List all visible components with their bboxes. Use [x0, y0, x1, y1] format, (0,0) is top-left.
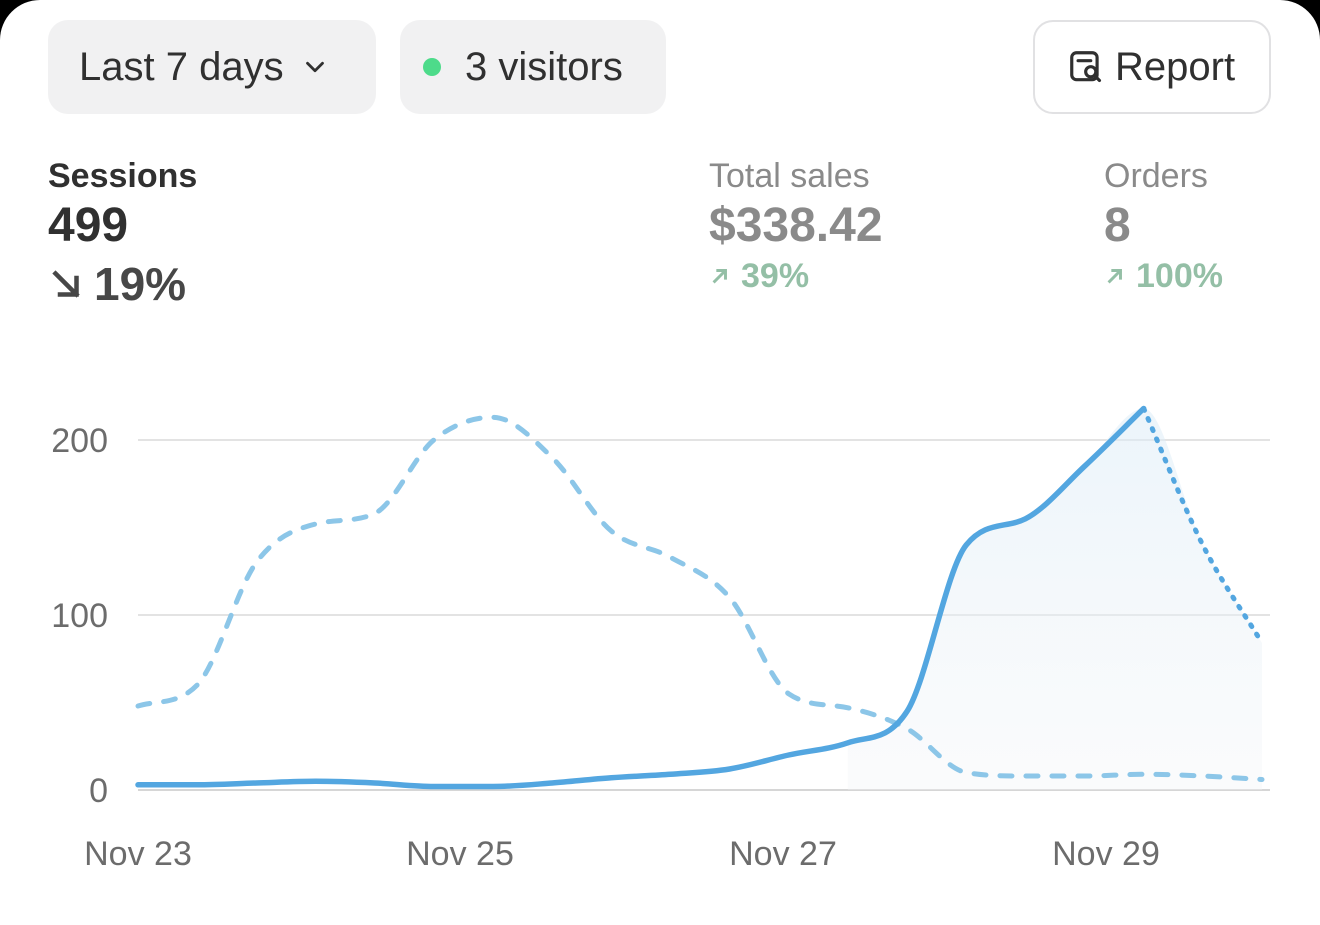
- arrow-up-right-icon: [1107, 269, 1122, 284]
- sessions-change: 19%: [48, 256, 197, 312]
- orders-metric[interactable]: Orders 8 100%: [1104, 156, 1223, 296]
- sessions-line-chart[interactable]: 0 100 200 Nov 23 Nov 25 Nov 27 Nov 29: [0, 340, 1320, 900]
- total-sales-change-value: 39%: [741, 257, 810, 295]
- arrow-up-right-icon: [712, 269, 727, 284]
- orders-label: Orders: [1104, 157, 1208, 195]
- x-tick-label: Nov 23: [84, 835, 192, 873]
- total-sales-change: 39%: [709, 256, 883, 296]
- orders-change-value: 100%: [1136, 257, 1223, 295]
- orders-change: 100%: [1104, 256, 1223, 296]
- orders-value: 8: [1104, 199, 1131, 252]
- date-range-dropdown[interactable]: Last 7 days: [48, 20, 376, 114]
- report-search-icon: [1070, 51, 1102, 83]
- arrow-down-right-icon: [52, 270, 80, 298]
- current-period-line: [135, 405, 1147, 790]
- report-button[interactable]: Report: [1033, 20, 1271, 114]
- sessions-label: Sessions: [48, 157, 198, 195]
- x-tick-label: Nov 29: [1052, 835, 1160, 873]
- live-visitors-button[interactable]: 3 visitors: [400, 20, 666, 114]
- sessions-metric[interactable]: Sessions 499 19%: [48, 156, 197, 312]
- report-label: Report: [1115, 44, 1236, 89]
- previous-period-line: [135, 414, 1265, 782]
- y-tick-label: 0: [89, 772, 108, 810]
- date-range-label: Last 7 days: [79, 44, 284, 89]
- sessions-change-value: 19%: [94, 258, 187, 310]
- y-tick-label: 200: [51, 422, 108, 460]
- total-sales-metric[interactable]: Total sales $338.42 39%: [709, 156, 883, 296]
- x-tick-label: Nov 25: [406, 835, 514, 873]
- chevron-down-icon: [305, 61, 324, 73]
- live-status-dot-icon: [423, 58, 441, 76]
- visitors-label: 3 visitors: [465, 44, 623, 89]
- current-period-area: [847, 408, 1262, 790]
- y-tick-label: 100: [51, 597, 108, 635]
- total-sales-label: Total sales: [709, 157, 870, 195]
- sessions-value: 499: [48, 199, 129, 252]
- total-sales-value: $338.42: [709, 199, 883, 252]
- current-period-projection-line: [1141, 406, 1265, 646]
- x-tick-label: Nov 27: [729, 835, 837, 873]
